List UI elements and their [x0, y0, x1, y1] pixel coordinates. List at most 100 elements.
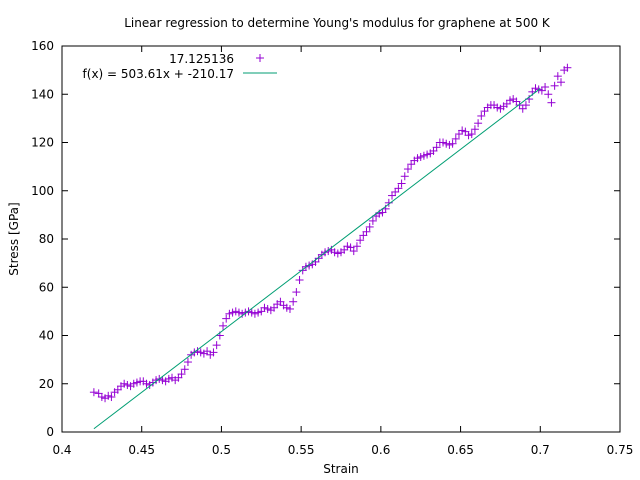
data-point	[209, 348, 218, 357]
data-point	[537, 86, 546, 95]
data-point	[547, 98, 556, 107]
data-point	[250, 309, 259, 318]
data-point	[97, 393, 106, 402]
legend-label-points: 17.125136	[169, 52, 234, 66]
data-point	[362, 227, 371, 236]
data-point	[164, 374, 173, 383]
data-point	[368, 216, 377, 225]
data-point	[474, 119, 483, 128]
legend-marker	[256, 54, 264, 62]
legend-label-fit: f(x) = 503.61x + -210.17	[83, 67, 234, 81]
data-point	[263, 304, 272, 313]
data-point	[512, 97, 521, 106]
y-tick-label: 20	[39, 377, 54, 391]
data-point	[292, 288, 301, 297]
x-tick-label: 0.4	[52, 443, 71, 457]
data-point	[142, 379, 151, 388]
x-tick-label: 0.55	[288, 443, 315, 457]
x-axis-label: Strain	[323, 462, 359, 476]
data-point	[541, 83, 550, 92]
data-point	[397, 179, 406, 188]
data-point	[423, 150, 432, 159]
data-point	[129, 379, 138, 388]
data-point	[505, 96, 514, 105]
x-tick-label: 0.65	[447, 443, 474, 457]
data-point	[123, 380, 132, 389]
data-point	[407, 160, 416, 169]
x-tick-label: 0.45	[128, 443, 155, 457]
data-point	[174, 373, 183, 382]
data-point	[518, 104, 527, 113]
data-point	[276, 297, 285, 306]
data-point	[480, 107, 489, 116]
data-point	[448, 139, 457, 148]
y-tick-label: 0	[46, 425, 54, 439]
data-point	[324, 247, 333, 256]
data-point	[89, 388, 98, 397]
data-point	[183, 358, 192, 367]
y-tick-label: 120	[31, 136, 54, 150]
data-point	[544, 90, 553, 99]
data-point	[132, 378, 141, 387]
data-point	[553, 72, 562, 81]
data-point	[502, 99, 511, 108]
data-point	[285, 304, 294, 313]
data-point	[314, 254, 323, 263]
y-tick-label: 140	[31, 87, 54, 101]
data-point	[113, 385, 122, 394]
data-point	[461, 127, 470, 136]
data-point	[493, 103, 502, 112]
data-point	[305, 261, 314, 270]
data-point	[254, 308, 263, 317]
data-point	[219, 321, 228, 330]
data-point	[203, 347, 212, 356]
data-marks	[89, 63, 572, 430]
regression-line	[93, 88, 541, 430]
data-point	[349, 247, 358, 256]
data-point	[416, 152, 425, 161]
y-tick-label: 40	[39, 329, 54, 343]
data-point	[257, 307, 266, 316]
data-point	[432, 143, 441, 152]
data-point	[104, 391, 113, 400]
data-point	[352, 242, 361, 251]
data-point	[384, 198, 393, 207]
data-point	[439, 138, 448, 147]
data-point	[356, 236, 365, 245]
data-point	[359, 231, 368, 240]
data-point	[193, 347, 202, 356]
data-point	[458, 126, 467, 135]
data-point	[231, 307, 240, 316]
data-point	[378, 208, 387, 217]
data-point	[403, 165, 412, 174]
data-point	[464, 131, 473, 140]
data-point	[282, 303, 291, 312]
data-point	[467, 130, 476, 139]
data-point	[158, 376, 167, 385]
x-tick-label: 0.6	[371, 443, 390, 457]
data-point	[429, 146, 438, 155]
data-point	[521, 101, 530, 110]
data-point	[451, 134, 460, 143]
data-point	[340, 245, 349, 254]
data-point	[298, 266, 307, 275]
x-tick-label: 0.5	[212, 443, 231, 457]
data-point	[391, 187, 400, 196]
data-point	[222, 314, 231, 323]
data-point	[333, 249, 342, 258]
data-point	[343, 242, 352, 251]
data-point	[419, 151, 428, 160]
data-point	[94, 389, 103, 398]
data-point	[346, 243, 355, 252]
data-point	[120, 379, 129, 388]
data-point	[180, 365, 189, 374]
data-point	[563, 63, 572, 72]
data-point	[196, 348, 205, 357]
legend-swatch-points	[256, 54, 264, 62]
data-point	[413, 154, 422, 163]
chart-title: Linear regression to determine Young's m…	[124, 16, 551, 30]
x-tick-label: 0.7	[531, 443, 550, 457]
data-point	[212, 341, 221, 350]
